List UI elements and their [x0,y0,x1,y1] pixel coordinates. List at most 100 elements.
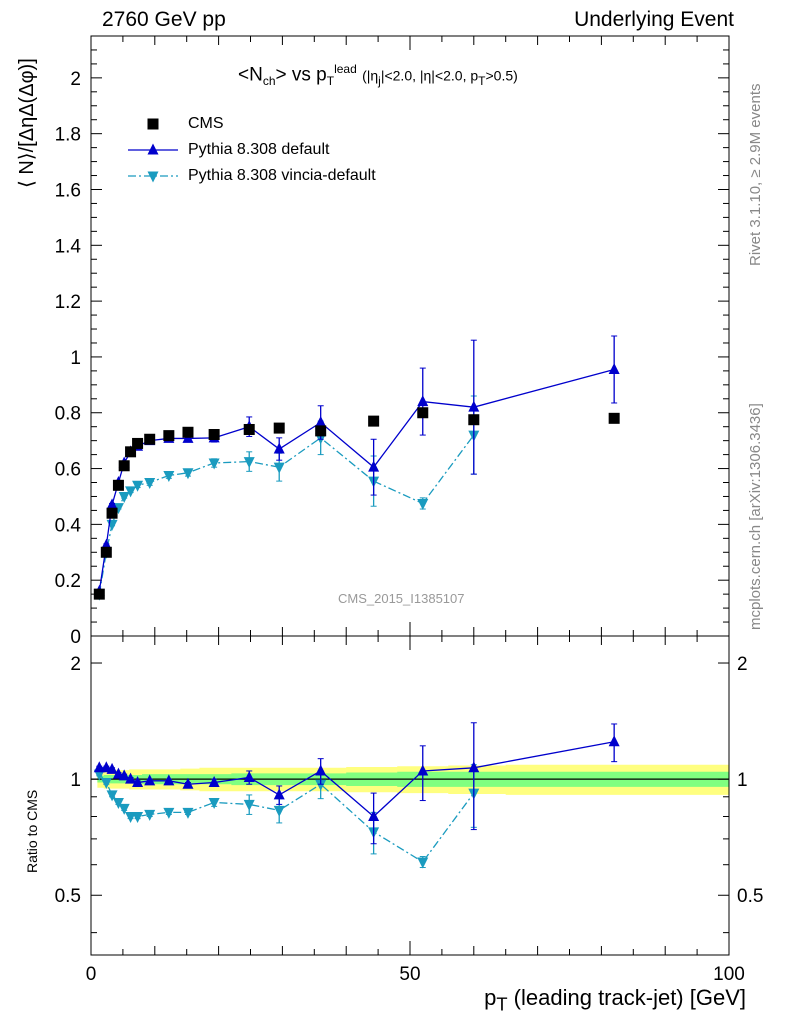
bottom-default-point [163,774,175,786]
top-cms-point [93,588,105,600]
bottom-vincia-point [182,807,194,819]
top-default-series-line [98,368,615,592]
top-ytick-label: 0.8 [55,404,81,425]
bottom-ytick-label-right: 0.5 [737,886,763,907]
top-cms-point [125,446,137,458]
bottom-vincia-point [273,805,285,817]
bottom-vincia-point [118,803,130,815]
top-default-point [417,395,429,407]
y-axis-label-top: ⟨ N⟩/[ΔηΔ(Δφ)] [16,58,38,188]
bottom-ytick-label-right: 1 [737,770,748,791]
top-ytick-label: 0.6 [55,460,81,481]
top-cms-point [608,412,620,424]
bottom-default-point [125,772,137,784]
side-label-mcplots: mcplots.cern.ch [arXiv:1306.3436] [747,403,764,630]
bottom-vincia-point [417,857,429,869]
top-cms-point [182,426,194,438]
top-cms-point [132,437,144,449]
top-vincia-point [125,486,137,498]
bottom-default-point [608,735,620,747]
bottom-vincia-point [243,799,255,811]
xtick-label: 0 [86,964,97,985]
top-vincia-point [273,462,285,474]
bottom-ytick-label: 1 [70,770,81,791]
top-cms-point [315,425,327,437]
bottom-vincia-point [106,790,118,802]
top-vincia-point [182,468,194,480]
bottom-default-point [315,764,327,776]
top-vincia-point [144,478,156,490]
bottom-vincia-point [125,812,137,824]
legend-label-cms: CMS [188,115,224,132]
top-ytick-label: 0.2 [55,571,81,592]
header-right: Underlying Event [574,8,734,31]
top-ytick-label: 1.6 [55,180,81,201]
top-cms-point [144,433,156,445]
top-ytick-label: 2 [70,69,81,90]
top-default-point [468,400,480,412]
top-vincia-point [417,498,429,510]
bottom-default-point [118,769,130,781]
bottom-default-point [468,761,480,773]
header-left: 2760 GeV pp [102,8,226,31]
bottom-default-point [144,774,156,786]
bottom-vincia-point [112,797,124,809]
legend-label-default: Pythia 8.308 default [188,141,330,158]
top-cms-point [243,423,255,435]
bottom-default-point [93,761,105,773]
top-ytick-label: 1.8 [55,125,81,146]
top-vincia-point [208,458,220,470]
top-cms-point [100,546,112,558]
bottom-default-point [106,762,118,774]
bottom-default-point [132,776,144,788]
plot-title: <Nch> vs pTlead (|ηj|<2.0, |η|<2.0, pT>0… [238,62,518,89]
top-cms-point [368,415,380,427]
top-cms-point [468,414,480,426]
top-default-point [106,498,118,510]
bottom-vincia-point [144,809,156,821]
legend-marker-cms [147,118,159,130]
legend-marker-default [147,143,159,155]
bottom-vincia-point [315,779,327,791]
bottom-default-point [273,788,285,800]
top-vincia-point [118,491,130,503]
bottom-vincia-point [132,812,144,824]
top-cms-point [118,460,130,472]
top-default-point [368,460,380,472]
xtick-label: 100 [713,964,745,985]
bottom-default-point [417,764,429,776]
top-vincia-point [243,457,255,469]
bottom-ytick-label-right: 2 [737,654,748,675]
bottom-ytick-label: 0.5 [55,886,81,907]
top-panel-frame [90,35,730,637]
top-cms-point [163,430,175,442]
bottom-default-point [182,777,194,789]
analysis-watermark: CMS_2015_I1385107 [338,591,465,606]
x-axis-label: pT (leading track-jet) [GeV] [484,985,746,1015]
top-default-point [315,416,327,428]
bottom-default-point [208,776,220,788]
legend-label-vincia: Pythia 8.308 vincia-default [188,167,376,184]
bottom-vincia-point [93,769,105,781]
bottom-panel-frame [90,635,730,956]
bottom-default-point [243,770,255,782]
top-cms-point [417,407,429,419]
side-label-rivet: Rivet 3.1.10, ≥ 2.9M events [747,83,764,267]
bottom-vincia-point [100,778,112,790]
top-ytick-label: 1.2 [55,292,81,313]
legend-marker-vincia [147,171,159,183]
top-cms-point [106,507,118,519]
y-axis-label-ratio: Ratio to CMS [24,789,40,873]
bottom-vincia-point [163,807,175,819]
top-default-point [273,442,285,454]
top-cms-point [273,422,285,434]
top-cms-point [208,429,220,441]
top-ytick-label: 1 [70,348,81,369]
top-default-point [608,362,620,374]
bottom-ytick-label: 2 [70,654,81,675]
top-vincia-series-line [98,434,475,595]
xtick-label: 50 [399,964,420,985]
bottom-default-point [368,810,380,822]
bottom-vincia-point [208,797,220,809]
